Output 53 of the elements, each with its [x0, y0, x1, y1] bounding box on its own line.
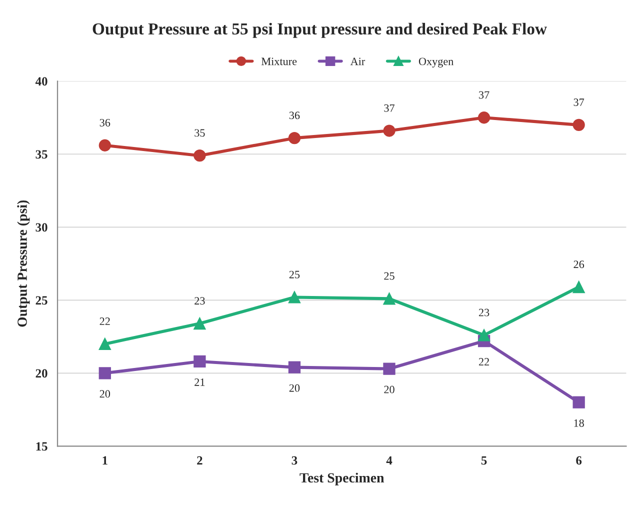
point	[572, 118, 585, 131]
data-label: 20	[384, 386, 394, 394]
x-tick-label: 5	[481, 456, 487, 465]
point	[572, 280, 585, 294]
data-label: 37	[479, 91, 490, 99]
x-axis-title: Test Specimen	[300, 472, 384, 486]
y-tick-label: 20	[36, 369, 48, 378]
point	[98, 338, 111, 350]
data-label: 18	[574, 419, 584, 427]
point	[383, 292, 396, 305]
legend-label: Air	[350, 58, 366, 66]
x-tick-label: 1	[102, 456, 108, 465]
data-label: 22	[100, 318, 110, 325]
x-tick-label: 2	[197, 456, 202, 465]
data-label: 35	[194, 129, 205, 137]
point	[194, 150, 206, 162]
y-tick-label: 30	[36, 223, 48, 232]
data-label: 22	[478, 358, 489, 366]
data-label: 36	[100, 118, 110, 126]
chart-title: Output Pressure at 55 psi Input pressure and desired Peak Flow	[92, 22, 547, 38]
point	[98, 367, 111, 380]
y-tick-label: 15	[36, 442, 48, 451]
point	[478, 112, 490, 124]
data-label: 37	[574, 98, 584, 106]
point	[383, 124, 396, 137]
data-label: 20	[289, 384, 300, 392]
point	[383, 362, 396, 375]
point	[288, 361, 301, 374]
point	[194, 355, 206, 368]
point	[288, 291, 301, 304]
point	[194, 317, 206, 330]
data-label: 23	[194, 297, 205, 305]
point	[572, 396, 585, 408]
x-tick-label: 3	[292, 456, 298, 465]
legend-label: Oxygen	[418, 58, 454, 68]
data-label: 25	[289, 270, 300, 278]
y-axis-title: Output Pressure (psi)	[17, 200, 30, 327]
y-tick-label: 40	[35, 77, 48, 86]
data-label: 36	[289, 112, 300, 120]
data-label: 23	[478, 308, 490, 316]
y-tick-label: 35	[36, 150, 48, 159]
data-label: 37	[384, 104, 394, 112]
legend-label: Mixture	[262, 58, 297, 66]
data-label: 25	[384, 272, 394, 280]
x-tick-label: 4	[386, 456, 392, 465]
point	[288, 132, 301, 144]
point	[98, 139, 111, 152]
point	[478, 329, 490, 342]
y-tick-label: 25	[36, 296, 48, 305]
data-label: 20	[100, 390, 110, 398]
data-label: 21	[194, 378, 205, 386]
data-label: 26	[574, 260, 584, 268]
x-tick-label: 6	[576, 456, 582, 465]
